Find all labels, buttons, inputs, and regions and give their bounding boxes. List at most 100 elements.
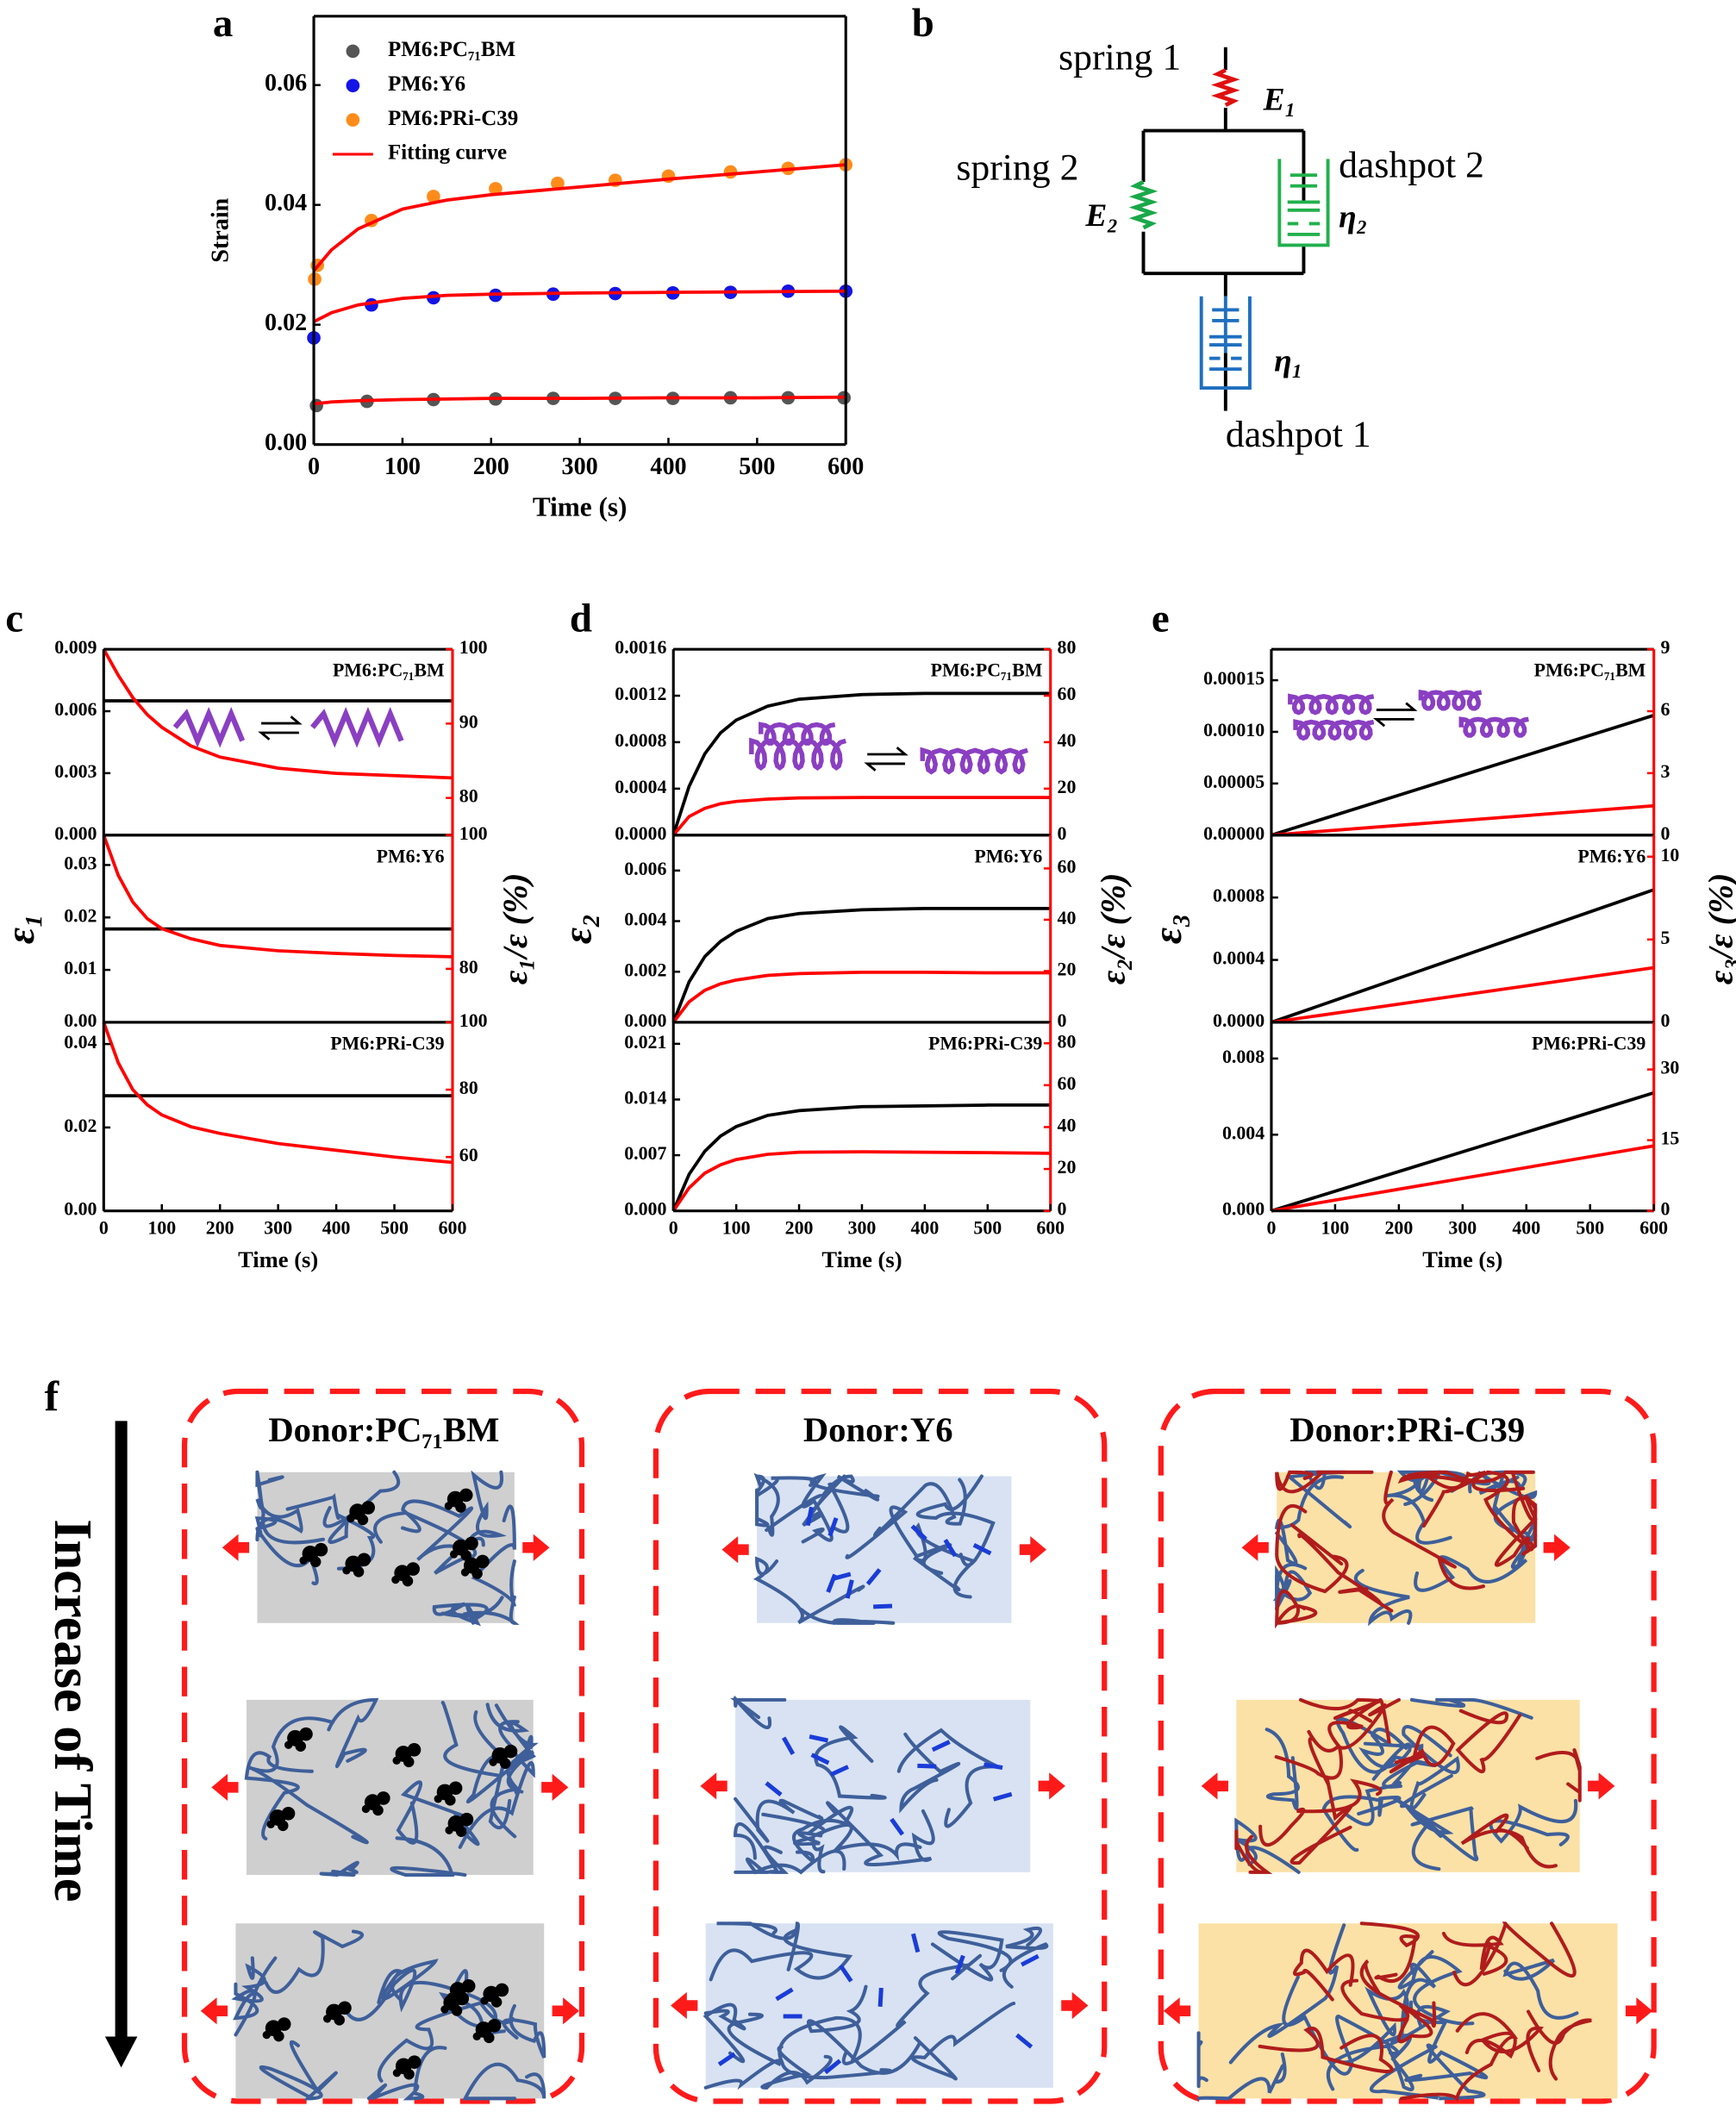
fullerene-mark [334, 2015, 345, 2026]
equilibrium-arrows [258, 715, 303, 740]
fullerene-mark [309, 1556, 322, 1568]
y-tick-label: 0.009 [54, 637, 97, 658]
polymer-chain [1258, 1778, 1383, 1847]
y2-tick-label: 40 [1058, 730, 1077, 751]
y2-tick-label: 5 [1661, 928, 1670, 948]
legend-label: PM6:Y6 [388, 72, 465, 96]
y2-tick-label: 0 [1661, 1010, 1670, 1031]
dashpot [1199, 296, 1252, 390]
fullerene-mark [392, 1756, 401, 1765]
panel-label: c [5, 597, 23, 641]
fullerene-mark [392, 2068, 402, 2078]
legend-label: Fitting curve [388, 141, 507, 165]
fullerene-mark [342, 1566, 351, 1575]
polymer-chain [1452, 1921, 1577, 1987]
polymer-chain [319, 1860, 359, 1878]
y-tick-label: 0.0012 [615, 684, 666, 704]
fullerene-mark [484, 2032, 495, 2044]
polymer-chain [432, 1602, 489, 1627]
stretch-arrow [1201, 1772, 1228, 1800]
acceptor-mark [931, 1740, 951, 1753]
polymer-chain [327, 1697, 379, 1768]
polymer-chain [761, 1812, 922, 1862]
y-tick-label: 0.008 [1222, 1047, 1265, 1067]
diagram-label: E₁ [1263, 82, 1296, 117]
polymer-chain [1464, 2026, 1545, 2073]
fullerene-mark [503, 1744, 518, 1759]
x-tick-label: 200 [206, 1218, 234, 1239]
chart: 0.000 0.007 0.014 0.021 0 20 40 60 80 0 100 200 300 4… [624, 1021, 1077, 1272]
fullerene-mark [299, 1556, 308, 1565]
y-tick-label: 0.004 [624, 909, 666, 930]
polymer-chain [255, 1473, 326, 1545]
fullerene-mark [451, 2005, 463, 2016]
polymer-chain [1228, 1923, 1346, 2065]
fullerene-mark [407, 1743, 422, 1757]
y-tick-label: 0.007 [624, 1143, 666, 1164]
fullerene-mark [295, 1740, 306, 1752]
polymer-chain [1258, 2027, 1394, 2074]
fullerene-mark [495, 1983, 509, 1997]
y-tick-label: 0.00 [64, 1010, 97, 1031]
x-tick-label: 0 [669, 1218, 678, 1239]
x-axis-label: Time (s) [821, 1247, 902, 1272]
polymer-chain [1423, 1470, 1526, 1492]
x-tick-label: 300 [562, 453, 598, 480]
fullerene-mark [499, 1758, 511, 1769]
y2-tick-label: 90 [459, 711, 478, 732]
polymer-chain [264, 1929, 365, 1994]
group-frame [1158, 1388, 1657, 2104]
y2-tick-label: 10 [1661, 845, 1680, 865]
polymer-chain [753, 1472, 780, 1537]
polymer-chain [1489, 1798, 1578, 1846]
x-tick-label: 300 [1448, 1218, 1477, 1239]
y2-tick-label: 9 [1661, 637, 1670, 658]
y2-tick-label: 15 [1661, 1128, 1680, 1149]
subplot-label: PM6:Y6 [377, 846, 445, 866]
illustration: f Increase of Time Donor:PC₇₁BM Donor:Y6 Don… [43, 1372, 1657, 2104]
legend-marker [346, 78, 360, 93]
polymer-chain [1400, 2012, 1519, 2103]
polymer-chain [1409, 1697, 1533, 1720]
data-line [1271, 803, 1654, 837]
y2-tick-label: 20 [1058, 959, 1077, 979]
data-line [1271, 888, 1655, 1024]
polymer-chain [703, 2003, 746, 2064]
y-tick-label: 0.003 [54, 761, 97, 782]
y2-tick-label: 80 [459, 1078, 478, 1098]
polymer-chain [247, 1716, 369, 1845]
fullerene-mark [372, 1804, 384, 1816]
fullerene-mark [490, 1996, 503, 2008]
x-tick-label: 100 [722, 1218, 751, 1239]
acceptor-mark [910, 1524, 927, 1541]
y2-tick-label: 40 [1058, 1115, 1077, 1135]
diagram-label: spring 1 [1058, 36, 1181, 78]
acceptor-mark [832, 1572, 852, 1582]
acceptor-mark [954, 1954, 965, 1975]
fullerene-mark [455, 1991, 470, 2006]
polymer-chain [777, 2015, 892, 2080]
fullerene-mark [353, 1566, 365, 1578]
stretch-arrow [721, 1536, 749, 1564]
y-tick-label: 0.03 [64, 853, 97, 873]
polymer-chain [1441, 1931, 1508, 1976]
polymer-chain [899, 1732, 961, 1814]
plot-area [1271, 1090, 1655, 1213]
polymer-chain [458, 1720, 535, 1849]
fullerene-mark [459, 1812, 474, 1827]
polymer-chain [709, 1928, 853, 1982]
time-arrow-head [104, 2036, 138, 2068]
y2-tick-label: 100 [459, 823, 488, 844]
polymer-chain [377, 2001, 515, 2083]
y-tick-label: 0.014 [624, 1087, 666, 1108]
acceptor-mark [865, 1568, 882, 1586]
acceptor-mark [911, 1933, 921, 1953]
polymer-chain [915, 1474, 996, 1567]
fullerene-mark [391, 1575, 400, 1584]
polymer-chain [1359, 1959, 1437, 2028]
film-box [757, 1476, 1012, 1623]
polymer-chain [259, 2040, 338, 2101]
chain-icon [172, 707, 246, 748]
x-tick-label: 0 [308, 453, 320, 480]
coil-icon [1288, 693, 1375, 715]
